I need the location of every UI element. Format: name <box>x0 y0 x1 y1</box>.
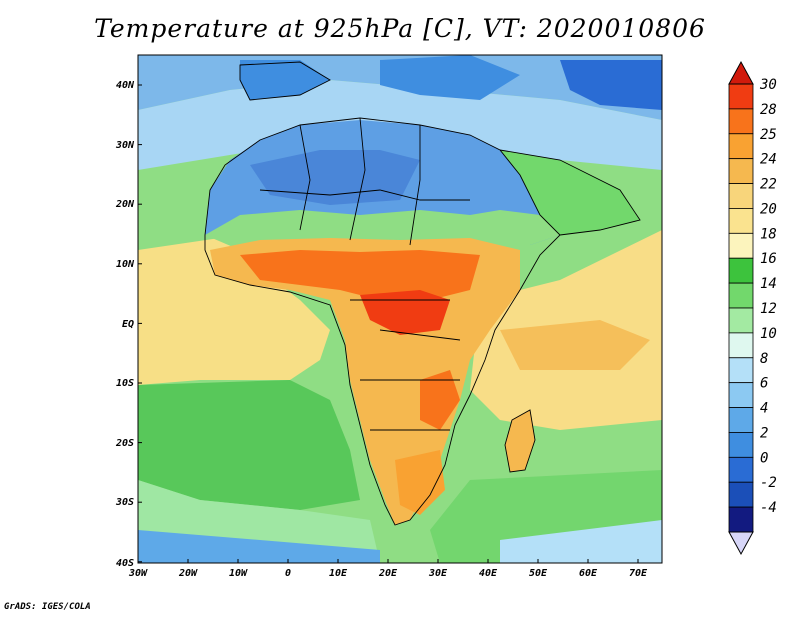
axis-ticks <box>137 84 639 563</box>
lon-label: 10E <box>329 568 348 579</box>
lon-label: 50E <box>529 568 548 579</box>
lat-label: 30N <box>115 140 135 151</box>
lat-label: 10N <box>116 259 135 270</box>
colorbar-label: 18 <box>760 226 777 242</box>
colorbar-swatch <box>728 108 754 135</box>
colorbar-label: 0 <box>760 450 768 466</box>
lon-label: 20W <box>178 568 198 579</box>
colorbar-swatch <box>728 83 754 110</box>
colorbar-swatch <box>728 456 754 483</box>
colorbar-swatch <box>728 407 754 433</box>
longitude-axis: 30W 20W 10W 0 10E 20E 30E 40E 50E 60E 70… <box>128 568 648 579</box>
colorbar-label: 22 <box>760 177 777 193</box>
colorbar-label: 28 <box>760 102 777 118</box>
map-title: Temperature at 925hPa [C], VT: 202001080… <box>94 14 706 43</box>
colorbar-label: -4 <box>760 500 777 516</box>
colorbar-label: 24 <box>760 152 777 168</box>
colorbar-label: 30 <box>759 77 777 93</box>
coastlines <box>204 61 641 526</box>
colorbar-label: 12 <box>760 301 777 317</box>
colorbar-swatch <box>728 481 754 508</box>
lon-label: 20E <box>378 568 398 579</box>
colorbar-swatch <box>728 183 754 209</box>
lon-label: 10W <box>229 568 248 579</box>
lon-label: 30W <box>128 568 148 579</box>
colorbar-label: 4 <box>760 401 768 417</box>
lat-label: EQ <box>122 319 134 330</box>
colorbar-label: 10 <box>760 326 777 342</box>
lat-label: 40S <box>116 558 134 569</box>
colorbar-swatch <box>728 232 754 259</box>
colorbar-swatch <box>728 432 754 458</box>
colorbar-label: 14 <box>760 276 777 292</box>
lat-label: 40N <box>116 80 135 91</box>
lon-label: 40E <box>479 568 498 579</box>
map-frame <box>137 54 663 564</box>
colorbar-top-arrow <box>728 60 754 85</box>
colorbar-swatch <box>728 307 754 334</box>
colorbar-swatch <box>728 158 754 184</box>
colorbar-swatch <box>728 506 754 533</box>
colorbar-swatch <box>728 332 754 359</box>
lon-label: 30E <box>428 568 448 579</box>
colorbar-label: 20 <box>760 201 777 217</box>
lon-label: 70E <box>629 568 648 579</box>
lon-label: 60E <box>579 568 598 579</box>
colorbar-label: 2 <box>760 425 768 441</box>
lon-label: 0 <box>285 568 291 579</box>
lat-label: 30S <box>115 497 134 508</box>
credit-text: GrADS: IGES/COLA <box>4 602 91 612</box>
colorbar-bottom-arrow <box>728 531 754 556</box>
lat-label: 20N <box>115 199 135 210</box>
colorbar-swatches <box>728 83 754 533</box>
temperature-field <box>138 55 662 563</box>
colorbar-label: 8 <box>760 351 768 367</box>
colorbar-label: 6 <box>760 376 768 392</box>
colorbar-swatch <box>728 382 754 408</box>
colorbar-swatch <box>728 133 754 160</box>
colorbar-label: -2 <box>760 475 777 491</box>
colorbar-swatch <box>728 282 754 309</box>
colorbar-swatch <box>728 257 754 284</box>
colorbar-label: 16 <box>760 251 777 267</box>
colorbar-swatch <box>728 357 754 384</box>
latitude-axis: 40N 30N 20N 10N EQ 10S 20S 30S 40S <box>115 80 135 569</box>
colorbar-swatch <box>728 208 754 234</box>
lat-label: 20S <box>115 438 134 449</box>
lat-label: 10S <box>116 378 134 389</box>
colorbar-label: 25 <box>760 127 777 143</box>
